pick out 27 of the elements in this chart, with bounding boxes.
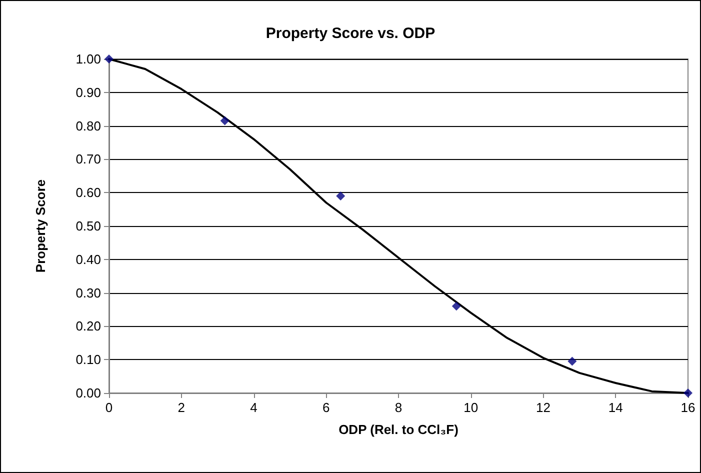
- y-tick-label: 0.70: [76, 152, 101, 167]
- point: [336, 191, 346, 200]
- y-tick-label: 0.00: [76, 386, 101, 400]
- x-tick-label: 14: [608, 400, 623, 415]
- x-tick-label: 2: [178, 400, 185, 415]
- y-tick-label: 0.80: [76, 118, 101, 134]
- x-tick-label: 12: [536, 400, 550, 415]
- point: [452, 302, 461, 311]
- x-tick-label: 0: [105, 400, 113, 415]
- chart-title: Property Score vs. ODP: [266, 25, 436, 42]
- y-tick-label: 0.60: [76, 185, 101, 200]
- point: [568, 356, 577, 366]
- x-tick-label: 10: [464, 400, 478, 415]
- x-tick-label: 8: [394, 400, 402, 415]
- x-tick-label: 6: [322, 400, 330, 415]
- y-tick-label: 0.30: [76, 285, 101, 300]
- y-tick-label: 0.40: [76, 252, 101, 267]
- y-tick-label: 1.00: [76, 52, 101, 66]
- point: [220, 116, 230, 126]
- x-tick-label: 4: [250, 400, 258, 415]
- y-tick-label: 0.20: [76, 318, 101, 334]
- y-axis-title: Property Score: [33, 179, 48, 273]
- y-tick-label: 0.50: [76, 218, 101, 234]
- y-tick-label: 0.90: [76, 84, 101, 100]
- x-tick-label: 16: [680, 400, 696, 415]
- y-tick-label: 0.10: [76, 352, 101, 368]
- x-axis-title: ODP (Rel. to CCl₃F): [338, 422, 458, 437]
